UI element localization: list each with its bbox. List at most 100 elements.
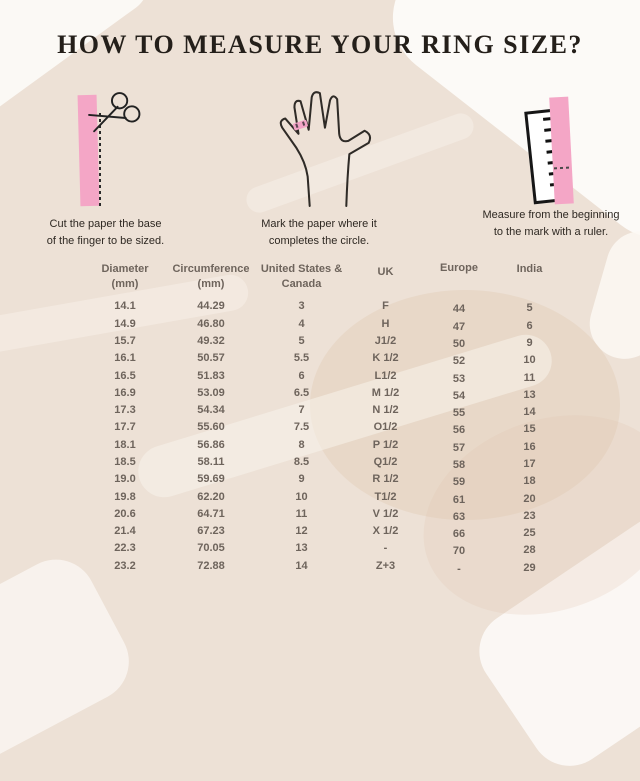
table-cell: 5 — [526, 302, 533, 315]
table-row: 21.4 67.23 12 X 1/2 66 25 — [84, 523, 565, 540]
table-cell: - — [383, 542, 388, 555]
table-cell: T1/2 — [374, 490, 397, 503]
table-row: 18.1 56.86 8 P 1/2 57 16 — [84, 436, 565, 454]
table-cell: 8.5 — [293, 456, 310, 468]
table-cell: 70 — [452, 545, 466, 558]
table-cell: 6 — [298, 369, 305, 382]
caption-text: Measure from the beginning — [482, 209, 620, 221]
table-cell: K 1/2 — [372, 352, 399, 365]
table-cell: 20 — [523, 492, 536, 505]
table-cell: 66 — [452, 528, 466, 541]
step-caption-measure: Measure from the beginning to the mark w… — [458, 207, 640, 240]
table-cell: 67.23 — [197, 525, 225, 538]
column-header-europe: Europe — [440, 262, 478, 274]
table-cell: 18 — [523, 475, 536, 488]
table-cell: 19.8 — [114, 490, 136, 503]
table-cell: 52 — [452, 355, 466, 368]
table-cell: 11 — [295, 507, 308, 520]
table-cell: 23 — [523, 509, 536, 522]
table-cell: 16.1 — [114, 352, 136, 365]
page-title: HOW TO MEASURE YOUR RING SIZE? — [57, 30, 583, 59]
table-cell: 10 — [523, 354, 536, 367]
table-cell: R 1/2 — [372, 473, 399, 486]
table-row: 15.7 49.32 5 J1/2 50 9 — [84, 332, 565, 350]
table-cell: O1/2 — [373, 421, 398, 434]
table-cell: 50.57 — [197, 352, 225, 365]
table-row: 17.3 54.34 7 N 1/2 55 14 — [84, 401, 565, 420]
caption-text: to the mark with a ruler. — [493, 225, 609, 238]
table-cell: 19.0 — [114, 473, 136, 486]
table-cell: 9 — [526, 336, 533, 349]
table-row: 16.9 53.09 6.5 M 1/2 54 13 — [84, 384, 565, 402]
table-cell: 14.9 — [114, 317, 136, 330]
table-cell: 62.20 — [197, 490, 225, 503]
table-cell: 14 — [295, 559, 308, 572]
table-header-row: Diameter (mm) Circumference (mm) United St… — [84, 262, 565, 292]
table-cell: 16.9 — [114, 386, 136, 399]
table-cell: 44 — [452, 303, 466, 316]
table-cell: 3 — [298, 300, 305, 313]
table-cell: J1/2 — [374, 334, 397, 347]
caption-text: Cut the paper the base — [49, 218, 162, 230]
table-cell: 59 — [452, 476, 466, 489]
table-row: 19.8 62.20 10 T1/2 61 20 — [84, 488, 565, 506]
column-header-india: India — [516, 263, 543, 275]
table-cell: H — [381, 317, 390, 330]
table-cell: 13 — [295, 542, 308, 555]
table-cell: 17 — [523, 458, 536, 470]
table-row: 16.1 50.57 5.5 K 1/2 52 10 — [84, 350, 565, 367]
table-cell: 23.2 — [114, 559, 136, 572]
table-cell: 61 — [452, 493, 466, 506]
table-cell: 4 — [298, 317, 305, 330]
ring-size-table: Diameter (mm) Circumference (mm) United St… — [84, 262, 565, 575]
table-cell: V 1/2 — [372, 507, 399, 520]
caption-text: of the finger to be sized. — [46, 234, 165, 247]
table-cell: 12 — [295, 525, 308, 538]
background-brush-streak — [0, 545, 143, 777]
table-cell: 14.1 — [114, 300, 136, 313]
column-header-uk: UK — [377, 266, 394, 278]
table-cell: 29 — [523, 561, 536, 574]
table-cell: 70.05 — [197, 542, 225, 555]
column-header-circumference: Circumference (mm) — [172, 263, 250, 290]
table-body: 14.1 44.29 3 F 44 5 14.9 46.80 4 H 47 6 15.7 49.32 5 J1… — [84, 298, 565, 575]
table-cell: 28 — [523, 544, 536, 557]
table-row: 18.5 58.11 8.5 Q1/2 58 17 — [84, 453, 565, 471]
table-row: 20.6 64.71 11 V 1/2 63 23 — [84, 505, 565, 523]
table-cell: 10 — [295, 490, 308, 503]
table-cell: Q1/2 — [373, 456, 398, 468]
table-cell: - — [457, 562, 461, 575]
cut-dashed-line — [99, 113, 101, 206]
table-cell: 16 — [523, 440, 536, 453]
table-cell: 9 — [298, 473, 305, 486]
table-cell: 15 — [523, 423, 536, 436]
table-cell: 72.88 — [197, 559, 225, 572]
table-cell: 55.60 — [197, 421, 225, 434]
table-cell: 55 — [452, 407, 466, 420]
table-row: 16.5 51.83 6 L1/2 53 11 — [84, 367, 565, 385]
table-cell: 47 — [452, 320, 466, 333]
table-cell: 6 — [526, 319, 533, 332]
table-cell: 46.80 — [197, 317, 225, 330]
table-cell: 64.71 — [197, 507, 225, 520]
table-row: 23.2 72.88 14 Z+3 - 29 — [84, 557, 565, 575]
table-cell: 17.7 — [114, 421, 136, 434]
table-cell: 44.29 — [197, 300, 225, 313]
table-cell: N 1/2 — [372, 404, 399, 417]
table-cell: 15.7 — [114, 334, 136, 347]
table-cell: X 1/2 — [372, 525, 399, 538]
table-cell: M 1/2 — [371, 386, 400, 399]
table-cell: 20.6 — [114, 507, 136, 520]
table-cell: L1/2 — [374, 369, 397, 382]
table-cell: 63 — [452, 510, 466, 523]
table-cell: 51.83 — [197, 369, 225, 382]
table-cell: 58.11 — [197, 456, 225, 468]
pen-mark-dashes — [553, 166, 571, 170]
table-cell: 18.5 — [114, 456, 136, 468]
table-row: 14.1 44.29 3 F 44 5 — [84, 298, 565, 315]
table-cell: 54 — [452, 389, 466, 402]
table-cell: 11 — [523, 371, 536, 384]
table-cell: F — [382, 300, 389, 313]
table-cell: 7.5 — [293, 421, 310, 434]
table-cell: 18.1 — [114, 438, 136, 451]
